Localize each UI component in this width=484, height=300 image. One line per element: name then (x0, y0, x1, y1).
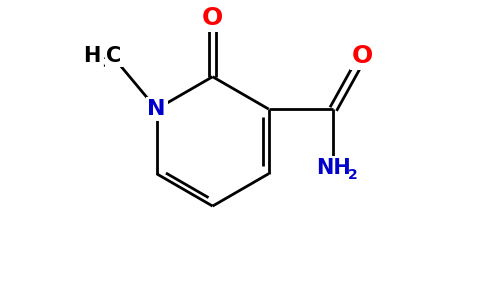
Text: O: O (202, 6, 223, 30)
Text: NH: NH (316, 158, 351, 178)
Text: 2: 2 (348, 168, 357, 182)
Text: N: N (147, 99, 166, 119)
Text: C: C (106, 46, 121, 66)
Text: 3: 3 (102, 56, 112, 70)
Text: H: H (83, 46, 101, 66)
Text: O: O (352, 44, 373, 68)
